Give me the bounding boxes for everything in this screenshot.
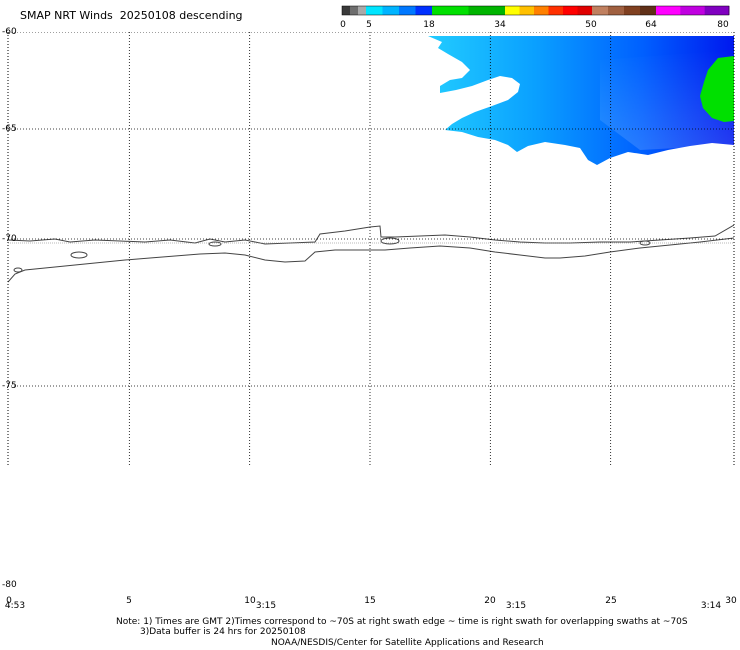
lat-label: -80: [2, 580, 17, 590]
colorbar-cell: [640, 6, 657, 15]
note-line: 3)Data buffer is 24 hrs for 20250108: [140, 627, 306, 637]
colorbar-cell: [608, 6, 625, 15]
colorbar-cell: [505, 6, 520, 15]
lat-label: -75: [2, 381, 17, 391]
island: [380, 237, 400, 245]
lon-label: 5: [126, 596, 132, 606]
colorbar-label: 18: [423, 20, 435, 30]
wind-swath-shading: [600, 50, 734, 150]
lon-label: 10: [244, 596, 256, 606]
colorbar-cell: [704, 6, 730, 15]
swath-time-label: 3:15: [255, 601, 277, 611]
strong-wind-region: [700, 56, 734, 122]
island: [70, 251, 88, 259]
colorbar-label: 5: [366, 20, 372, 30]
graticule: [8, 32, 734, 465]
colorbar-cell: [680, 6, 706, 15]
coastline: [8, 224, 734, 245]
colorbar-cell: [382, 6, 400, 15]
lon-label: 20: [484, 596, 496, 606]
colorbar-cell: [577, 6, 593, 15]
lon-label: 25: [605, 596, 617, 606]
colorbar-cell: [342, 6, 351, 15]
colorbar-cell: [432, 6, 469, 15]
colorbar-cell: [534, 6, 549, 15]
colorbar-cell: [563, 6, 578, 15]
swath-time-label: 4:53: [4, 601, 26, 611]
lat-label: -65: [2, 124, 17, 134]
colorbar-label: 64: [645, 20, 657, 30]
colorbar-cell: [350, 6, 359, 15]
colorbar-cell: [358, 6, 367, 15]
colorbar-cell: [415, 6, 433, 15]
colorbar-cell: [366, 6, 383, 15]
island: [208, 241, 222, 247]
swath-time-label: 3:14: [700, 601, 722, 611]
colorbar-cell: [399, 6, 416, 15]
note-line: Note: 1) Times are GMT 2)Times correspon…: [116, 617, 688, 627]
wind-colorbar: [341, 5, 730, 16]
colorbar-cell: [548, 6, 564, 15]
island: [13, 267, 23, 273]
colorbar-label: 34: [494, 20, 506, 30]
swath-time-label: 3:15: [505, 601, 527, 611]
lat-label: -60: [2, 27, 17, 37]
credit-line: NOAA/NESDIS/Center for Satellite Applica…: [271, 638, 544, 648]
colorbar-cell: [468, 6, 506, 15]
colorbar-label: 80: [717, 20, 729, 30]
ice-shelf-edge: [8, 237, 734, 283]
colorbar-cell: [519, 6, 535, 15]
lon-label: 30: [725, 596, 737, 606]
colorbar-label: 50: [585, 20, 597, 30]
colorbar-cell: [656, 6, 681, 15]
colorbar-cell: [624, 6, 641, 15]
map-title: SMAP NRT Winds 20250108 descending: [20, 9, 243, 22]
wind-map: [7, 32, 735, 465]
colorbar-label: 0: [340, 20, 346, 30]
lat-label: -70: [2, 234, 17, 244]
colorbar-cell: [592, 6, 609, 15]
lon-label: 15: [364, 596, 376, 606]
lon-label: 0: [6, 596, 12, 606]
